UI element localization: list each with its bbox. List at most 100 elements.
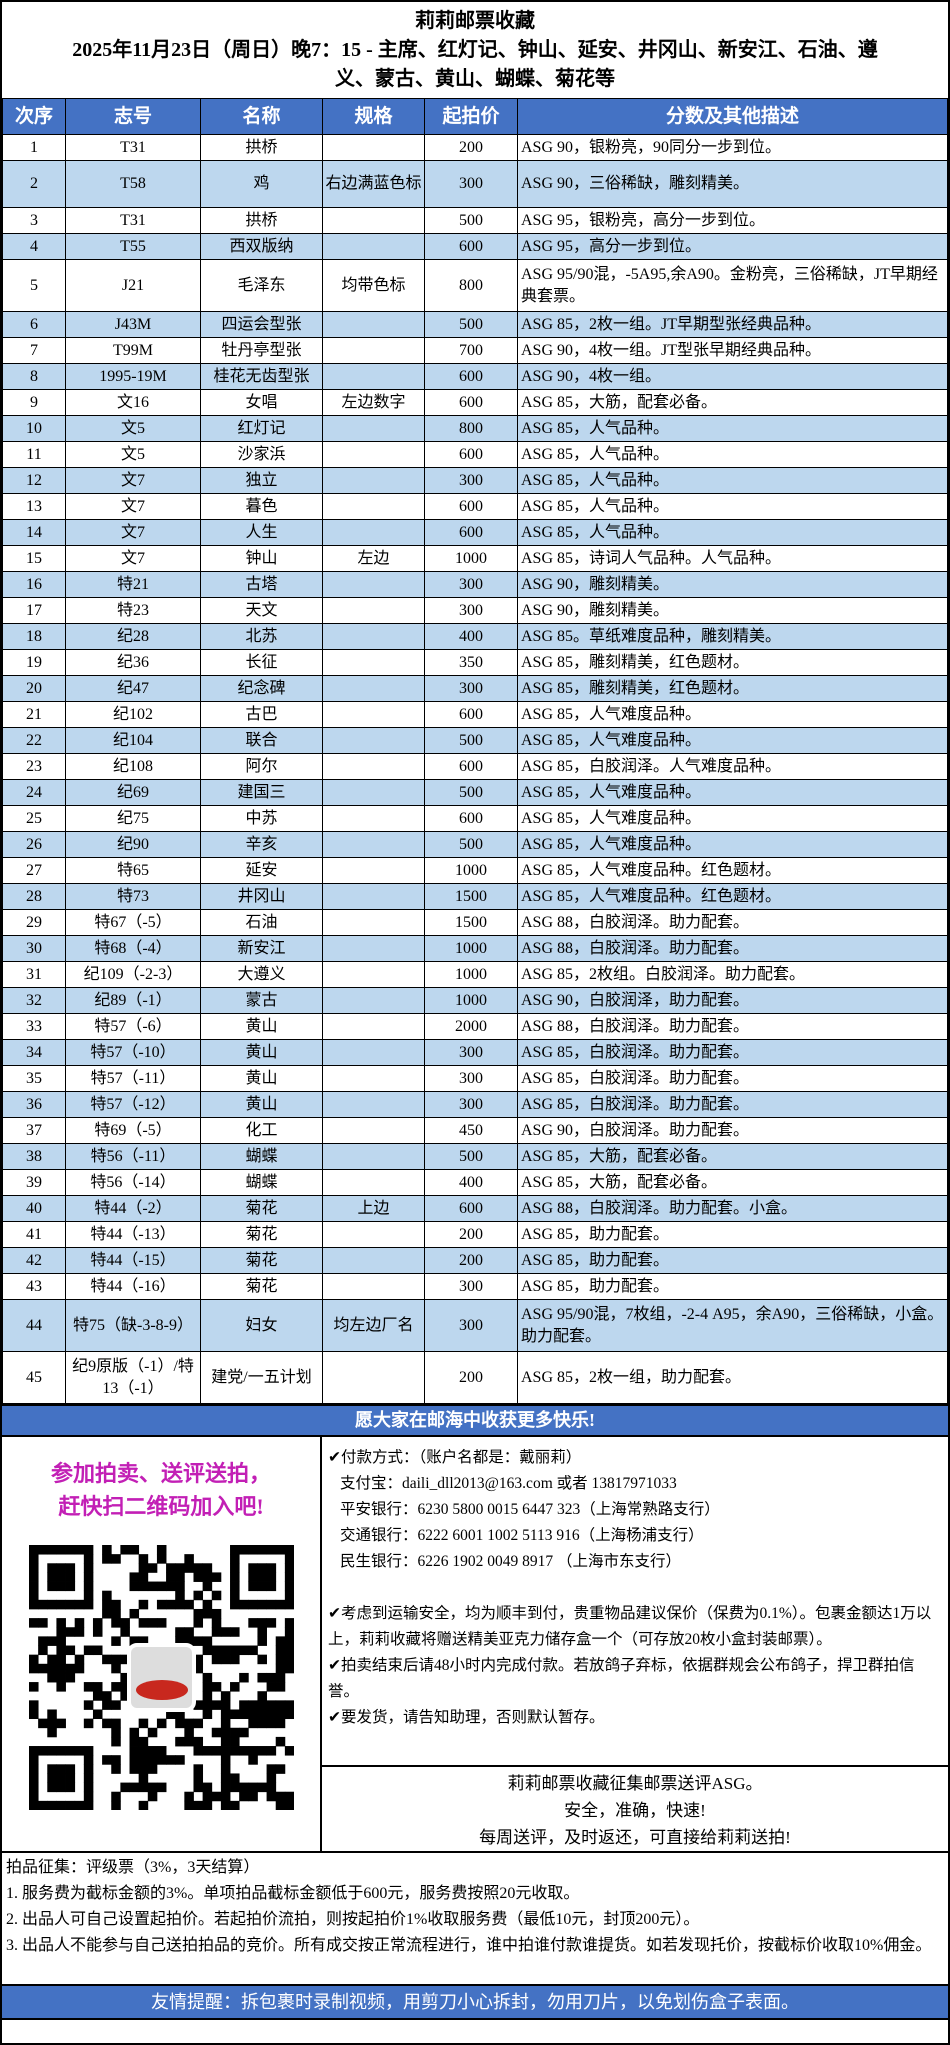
col-spec	[322, 519, 425, 546]
col-name: 鸡	[200, 160, 323, 208]
col-description: ASG 85，大筋，配套必备。	[517, 1143, 948, 1170]
col-description: ASG 85，助力配套。	[517, 1221, 948, 1248]
col-order: 20	[2, 675, 66, 702]
col-start-price: 200	[424, 134, 518, 161]
table-row: 1 T31 拱桥 200 ASG 90，银粉亮，90同分一步到位。	[2, 134, 948, 161]
col-stamp-id: J43M	[65, 311, 201, 338]
col-start-price: 500	[424, 1143, 518, 1170]
col-name: 人生	[200, 519, 323, 546]
col-name: 菊花	[200, 1195, 323, 1222]
col-spec	[322, 805, 425, 832]
consignment-rules: 拍品征集：评级票（3%，3天结算） 1. 服务费为截标金额的3%。单项拍品截标金…	[2, 1853, 948, 1984]
payment-heading: ✔付款方式：（账户名都是：戴丽莉）	[328, 1449, 582, 1466]
col-description: ASG 90，4枚一组。JT型张早期经典品种。	[517, 337, 948, 364]
table-header: 次序 志号 名称 规格 起拍价 分数及其他描述	[2, 98, 948, 135]
col-stamp-id: 特65	[65, 857, 201, 884]
auction-subtitle-cont: 义、蒙古、黄山、蝴蝶、菊花等	[335, 68, 615, 90]
col-name: 蝴蝶	[200, 1143, 323, 1170]
col-order: 1	[2, 134, 66, 161]
table-row: 36 特57（-12） 黄山 300 ASG 85，白胶润泽。助力配套。	[2, 1091, 948, 1118]
table-row: 43 特44（-16） 菊花 300 ASG 85，助力配套。	[2, 1273, 948, 1300]
col-order: 45	[2, 1351, 66, 1404]
col-start-price: 350	[424, 649, 518, 676]
col-order: 40	[2, 1195, 66, 1222]
qr-logo-image	[126, 1643, 196, 1712]
col-description: ASG 85，雕刻精美，红色题材。	[517, 675, 948, 702]
col-name: 桂花无齿型张	[200, 363, 323, 390]
col-name: 建党/一五计划	[200, 1351, 323, 1404]
col-name: 古塔	[200, 571, 323, 598]
col-stamp-id: T55	[65, 233, 201, 260]
col-stamp-id: J21	[65, 259, 201, 312]
col-start-price: 200	[424, 1221, 518, 1248]
col-description: ASG 85，人气品种。	[517, 415, 948, 442]
col-description: ASG 90，雕刻精美。	[517, 597, 948, 624]
col-order: 15	[2, 545, 66, 572]
table-row: 39 特56（-14） 蝴蝶 400 ASG 85，大筋，配套必备。	[2, 1169, 948, 1196]
table-row: 27 特65 延安 1000 ASG 85，人气难度品种。红色题材。	[2, 857, 948, 884]
col-order: 34	[2, 1039, 66, 1066]
col-name: 拱桥	[200, 207, 323, 234]
col-name: 毛泽东	[200, 259, 323, 312]
col-order: 22	[2, 727, 66, 754]
col-spec: 左边数字	[322, 389, 425, 416]
col-description: ASG 85，人气难度品种。红色题材。	[517, 883, 948, 910]
col-spec	[322, 363, 425, 390]
col-start-price: 400	[424, 623, 518, 650]
col-name: 延安	[200, 857, 323, 884]
col-order: 33	[2, 1013, 66, 1040]
col-start-price: 1000	[424, 857, 518, 884]
col-order: 37	[2, 1117, 66, 1144]
table-row: 8 1995-19M 桂花无齿型张 600 ASG 90，4枚一组。	[2, 363, 948, 390]
col-stamp-id-header: 志号	[65, 98, 201, 135]
col-order: 18	[2, 623, 66, 650]
table-row: 19 纪36 长征 350 ASG 85，雕刻精美，红色题材。	[2, 649, 948, 676]
col-description: ASG 85，人气难度品种。	[517, 779, 948, 806]
col-spec	[322, 753, 425, 780]
col-name: 蒙古	[200, 987, 323, 1014]
col-description: ASG 85，白胶润泽。助力配套。	[517, 1065, 948, 1092]
col-stamp-id: T99M	[65, 337, 201, 364]
qr-code[interactable]	[28, 1545, 294, 1811]
col-stamp-id: 特44（-15）	[65, 1247, 201, 1274]
col-description: ASG 90，银粉亮，90同分一步到位。	[517, 134, 948, 161]
col-start-price: 500	[424, 831, 518, 858]
col-name: 菊花	[200, 1221, 323, 1248]
col-start-price: 300	[424, 675, 518, 702]
col-description: ASG 85，人气品种。	[517, 493, 948, 520]
col-description: ASG 85，白胶润泽。助力配套。	[517, 1039, 948, 1066]
col-spec	[322, 909, 425, 936]
col-order: 19	[2, 649, 66, 676]
col-start-price: 600	[424, 519, 518, 546]
table-row: 35 特57（-11） 黄山 300 ASG 85，白胶润泽。助力配套。	[2, 1065, 948, 1092]
col-description: ASG 95/90混，7枚组，-2-4 A95，余A90，三俗稀缺，小盒。助力配…	[517, 1299, 948, 1352]
col-start-price: 1000	[424, 987, 518, 1014]
col-stamp-id: 文16	[65, 389, 201, 416]
col-name: 建国三	[200, 779, 323, 806]
col-start-price: 600	[424, 363, 518, 390]
table-row: 14 文7 人生 600 ASG 85，人气品种。	[2, 519, 948, 546]
col-start-price: 300	[424, 467, 518, 494]
col-order: 13	[2, 493, 66, 520]
col-stamp-id: 特67（-5）	[65, 909, 201, 936]
col-spec	[322, 623, 425, 650]
col-start-price: 400	[424, 1169, 518, 1196]
col-description: ASG 85，人气难度品种。	[517, 727, 948, 754]
col-order: 21	[2, 701, 66, 728]
reminder-banner: 友情提醒：拆包裹时录制视频，用剪刀小心拆封，勿用刀片，以免划伤盒子表面。	[2, 1984, 948, 2020]
table-row: 16 特21 古塔 300 ASG 90，雕刻精美。	[2, 571, 948, 598]
col-order: 10	[2, 415, 66, 442]
qr-panel: 参加拍卖、送评送拍， 赶快扫二维码加入吧!	[2, 1437, 322, 1851]
col-spec	[322, 1169, 425, 1196]
promo-line: 参加拍卖、送评送拍，	[50, 1461, 271, 1486]
table-row: 37 特69（-5） 化工 450 ASG 90，白胶润泽。助力配套。	[2, 1117, 948, 1144]
col-description: ASG 90，雕刻精美。	[517, 571, 948, 598]
col-order: 41	[2, 1221, 66, 1248]
table-row: 23 纪108 阿尔 600 ASG 85，白胶润泽。人气难度品种。	[2, 753, 948, 780]
col-start-price: 200	[424, 1247, 518, 1274]
payment-panel: ✔付款方式：（账户名都是：戴丽莉） 支付宝：daili_dll2013@163.…	[322, 1437, 948, 1851]
rule-item: 3. 出品人不能参与自己送拍拍品的竞价。所有成交按正常流程进行，谁中拍谁付款谁提…	[6, 1937, 932, 1954]
col-spec	[322, 1143, 425, 1170]
col-spec	[322, 415, 425, 442]
table-row: 7 T99M 牡丹亭型张 700 ASG 90，4枚一组。JT型张早期经典品种。	[2, 337, 948, 364]
